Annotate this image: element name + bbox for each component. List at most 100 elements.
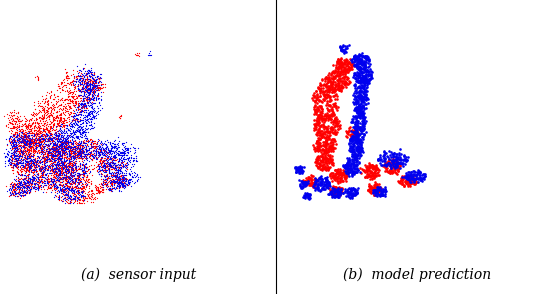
Point bbox=[305, 195, 314, 200]
Point bbox=[349, 101, 358, 106]
Point bbox=[51, 155, 60, 160]
Point bbox=[46, 124, 55, 129]
Point bbox=[22, 131, 31, 136]
Point bbox=[328, 146, 336, 151]
Point bbox=[359, 96, 368, 101]
Point bbox=[11, 121, 20, 126]
Point bbox=[31, 146, 40, 151]
Point bbox=[80, 152, 89, 157]
Point bbox=[81, 147, 90, 152]
Point bbox=[312, 139, 321, 144]
Point bbox=[368, 165, 377, 170]
Point bbox=[42, 148, 51, 152]
Point bbox=[352, 95, 361, 99]
Point bbox=[86, 88, 95, 93]
Point bbox=[357, 149, 365, 154]
Point bbox=[64, 168, 73, 172]
Point bbox=[83, 112, 92, 117]
Point bbox=[68, 167, 76, 172]
Point bbox=[353, 80, 362, 84]
Point bbox=[23, 152, 32, 157]
Point bbox=[326, 80, 335, 85]
Point bbox=[354, 106, 363, 111]
Point bbox=[54, 152, 63, 157]
Point bbox=[27, 158, 36, 163]
Point bbox=[59, 196, 68, 200]
Point bbox=[8, 152, 17, 157]
Point bbox=[42, 154, 51, 159]
Point bbox=[59, 163, 68, 168]
Point bbox=[31, 148, 40, 152]
Point bbox=[330, 118, 339, 123]
Point bbox=[50, 91, 59, 96]
Point bbox=[64, 165, 73, 170]
Point bbox=[11, 137, 20, 142]
Point bbox=[87, 111, 96, 115]
Point bbox=[26, 176, 35, 181]
Point bbox=[97, 147, 105, 152]
Point bbox=[45, 127, 54, 132]
Point bbox=[44, 146, 52, 151]
Point bbox=[116, 174, 124, 179]
Point bbox=[64, 179, 73, 184]
Point bbox=[325, 117, 334, 121]
Point bbox=[351, 63, 360, 67]
Point bbox=[339, 163, 348, 168]
Point bbox=[373, 189, 382, 193]
Point bbox=[44, 141, 53, 146]
Point bbox=[115, 188, 124, 192]
Point bbox=[11, 162, 20, 167]
Point bbox=[75, 185, 84, 189]
Point bbox=[366, 69, 375, 74]
Point bbox=[404, 175, 413, 180]
Point bbox=[353, 151, 362, 156]
Point bbox=[54, 165, 63, 170]
Point bbox=[315, 126, 324, 131]
Point bbox=[329, 70, 338, 75]
Point bbox=[12, 154, 21, 158]
Point bbox=[44, 115, 53, 119]
Point bbox=[86, 137, 95, 142]
Point bbox=[363, 71, 372, 76]
Point bbox=[329, 88, 338, 93]
Point bbox=[46, 137, 55, 142]
Point bbox=[54, 118, 63, 123]
Point bbox=[74, 182, 83, 187]
Point bbox=[41, 126, 50, 131]
Point bbox=[59, 133, 68, 137]
Point bbox=[25, 180, 33, 185]
Point bbox=[65, 156, 74, 161]
Point bbox=[51, 145, 60, 149]
Point bbox=[292, 167, 301, 171]
Point bbox=[23, 129, 32, 134]
Point bbox=[106, 160, 115, 164]
Point bbox=[62, 173, 71, 178]
Point bbox=[336, 188, 345, 192]
Point bbox=[336, 86, 345, 91]
Point bbox=[350, 83, 359, 87]
Point bbox=[321, 117, 330, 122]
Point bbox=[87, 192, 96, 197]
Point bbox=[357, 118, 366, 123]
Point bbox=[34, 123, 43, 128]
Point bbox=[71, 74, 80, 78]
Point bbox=[30, 112, 39, 116]
Point bbox=[416, 176, 425, 180]
Point bbox=[337, 64, 346, 69]
Point bbox=[84, 147, 93, 152]
Point bbox=[365, 170, 374, 175]
Point bbox=[31, 140, 40, 145]
Point bbox=[6, 155, 15, 159]
Point bbox=[27, 151, 36, 156]
Point bbox=[326, 138, 335, 142]
Point bbox=[47, 127, 56, 132]
Point bbox=[315, 83, 324, 88]
Point bbox=[56, 141, 65, 146]
Point bbox=[40, 150, 49, 154]
Point bbox=[362, 77, 371, 82]
Point bbox=[120, 181, 129, 185]
Point bbox=[76, 118, 85, 122]
Point bbox=[71, 165, 80, 169]
Point bbox=[47, 168, 56, 173]
Point bbox=[33, 111, 42, 115]
